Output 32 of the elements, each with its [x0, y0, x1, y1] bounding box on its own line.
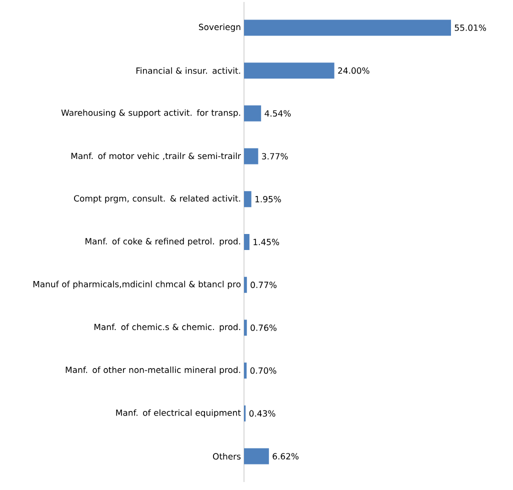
y-tick-label: Soveriegn	[198, 24, 240, 32]
data-label: 0.70%	[250, 367, 276, 374]
bar	[244, 148, 258, 164]
bar	[244, 62, 334, 79]
bar	[244, 191, 252, 208]
data-label: 0.43%	[249, 410, 276, 417]
bar	[244, 276, 247, 293]
data-label: 6.62%	[272, 453, 299, 460]
data-label: 4.54%	[264, 110, 291, 117]
bar	[244, 105, 262, 122]
y-tick-label: Manf. of electrical equipment	[116, 409, 241, 418]
bar	[244, 20, 451, 36]
data-label: 1.45%	[254, 238, 280, 246]
data-label: 0.77%	[250, 282, 277, 288]
y-tick-label: Others	[212, 453, 241, 460]
y-tick-label: Manf. of motor vehic ,trailr & semi-trailr	[71, 152, 241, 160]
bar	[244, 234, 250, 250]
y-tick-label: Manf. of other non-metallic mineral prod.	[66, 366, 240, 375]
bar	[244, 320, 247, 336]
y-tick-label: Manf. of coke & refined petrol. prod.	[86, 238, 240, 246]
y-tick-label: Manf. of chemic.s & chemic. prod.	[94, 324, 240, 332]
y-tick-label: Financial & insur. activit.	[136, 67, 240, 74]
bar	[244, 362, 247, 379]
data-label: 24.00%	[338, 67, 370, 74]
data-label: 55.01%	[454, 24, 486, 31]
data-label: 0.76%	[250, 324, 276, 331]
y-tick-label: Manuf of pharmicals,mdicinl chmcal & btancl pro	[33, 280, 241, 289]
bar	[244, 448, 269, 464]
data-label: 1.95%	[255, 196, 281, 202]
y-tick-label: Compt prgm, consult. & related activit.	[74, 195, 240, 204]
y-tick-label: Warehousing & support activit. for transp.	[61, 109, 240, 118]
data-label: 3.77%	[262, 153, 288, 160]
